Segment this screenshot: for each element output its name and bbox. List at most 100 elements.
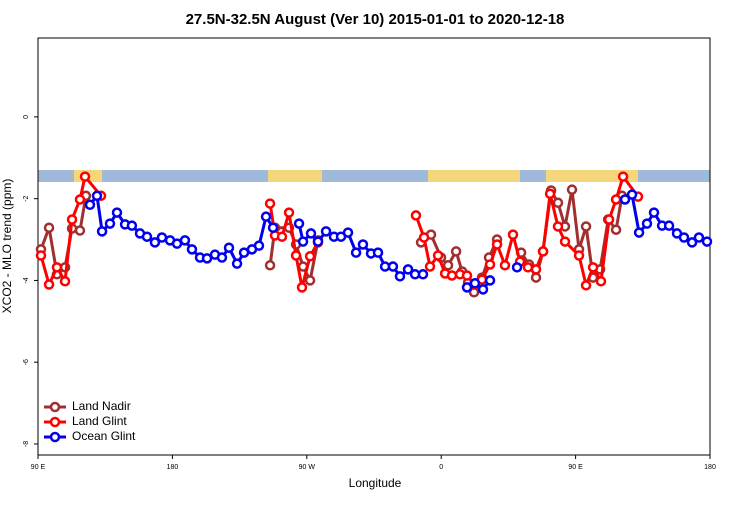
data-point <box>79 171 91 182</box>
data-point <box>580 280 592 291</box>
data-point <box>223 242 235 253</box>
legend-marker <box>49 401 61 413</box>
data-point <box>530 272 542 283</box>
data-point <box>469 278 481 289</box>
data-point <box>559 236 571 247</box>
data-point <box>394 271 406 282</box>
land-strip <box>268 170 322 182</box>
x-tick-label: 0 <box>439 464 443 471</box>
data-point <box>537 246 549 257</box>
data-point <box>350 247 362 258</box>
series <box>35 171 644 293</box>
data-point <box>231 258 243 269</box>
data-point <box>610 194 622 205</box>
data-point <box>442 260 454 271</box>
data-point <box>678 232 690 243</box>
data-point <box>491 239 503 250</box>
land-strip <box>428 170 520 182</box>
data-point <box>626 189 638 200</box>
data-point <box>126 220 138 231</box>
data-point <box>424 261 436 272</box>
data-point <box>74 225 86 236</box>
data-point <box>686 237 698 248</box>
data-point <box>417 269 429 280</box>
data-point <box>418 232 430 243</box>
data-point <box>648 207 660 218</box>
x-tick-label: 90 E <box>31 464 46 471</box>
legend-marker <box>49 431 61 443</box>
data-point <box>43 222 55 233</box>
y-tick-label: -4 <box>23 277 30 283</box>
data-point <box>499 260 511 271</box>
data-point <box>357 239 369 250</box>
data-point <box>304 275 316 286</box>
data-point <box>320 226 332 237</box>
data-point <box>264 198 276 209</box>
data-point <box>663 220 675 231</box>
x-tick-label: 90 W <box>299 464 316 471</box>
data-point <box>484 259 496 270</box>
data-point <box>461 270 473 281</box>
data-point <box>74 194 86 205</box>
data-point <box>66 214 78 225</box>
data-point <box>566 184 578 195</box>
data-point <box>186 244 198 255</box>
data-point <box>484 275 496 286</box>
data-point <box>91 190 103 202</box>
data-point <box>342 227 354 238</box>
data-point <box>264 260 276 271</box>
data-point <box>617 171 629 182</box>
data-point <box>293 218 305 229</box>
x-tick-label: 90 E <box>568 464 583 471</box>
data-point <box>511 262 523 273</box>
data-point <box>580 221 592 232</box>
data-point <box>201 253 213 264</box>
data-point <box>283 207 295 218</box>
series <box>84 189 713 295</box>
land-strip <box>546 170 638 182</box>
data-point <box>552 197 564 209</box>
y-tick-label: -8 <box>23 441 30 447</box>
y-tick-label: -2 <box>23 195 30 201</box>
data-point <box>312 236 324 247</box>
data-point <box>260 211 272 222</box>
legend-label: Land Glint <box>72 414 127 428</box>
legend-label: Land Nadir <box>72 399 131 413</box>
data-point <box>522 262 534 273</box>
data-point <box>84 199 96 211</box>
y-axis-label: XCO2 - MLO trend (ppm) <box>0 179 14 314</box>
data-point <box>59 276 71 287</box>
y-tick-label: -6 <box>23 359 30 365</box>
data-point <box>446 270 458 281</box>
data-point <box>35 250 47 261</box>
data-point <box>530 264 542 275</box>
x-tick-label: 180 <box>704 464 716 471</box>
data-point <box>701 236 713 247</box>
data-point <box>432 250 444 261</box>
data-point <box>544 188 556 200</box>
data-point <box>43 279 55 290</box>
land-ocean-strip <box>38 170 710 182</box>
data-point <box>156 232 168 243</box>
data-point <box>507 229 519 240</box>
x-tick-label: 180 <box>167 464 179 471</box>
data-point <box>51 262 63 273</box>
data-point <box>104 218 116 229</box>
data-point <box>141 231 153 242</box>
data-point <box>402 264 414 275</box>
data-point <box>290 250 302 261</box>
data-point <box>372 247 384 258</box>
data-point <box>461 282 473 293</box>
data-point <box>96 226 108 237</box>
data-point <box>587 262 599 273</box>
data-point <box>595 276 607 287</box>
data-point <box>296 282 308 293</box>
legend-label: Ocean Glint <box>72 429 136 443</box>
data-point <box>610 224 622 235</box>
data-point <box>641 218 653 229</box>
x-axis-label: Longitude <box>349 476 402 490</box>
data-point <box>619 194 631 205</box>
data-point <box>111 207 123 218</box>
